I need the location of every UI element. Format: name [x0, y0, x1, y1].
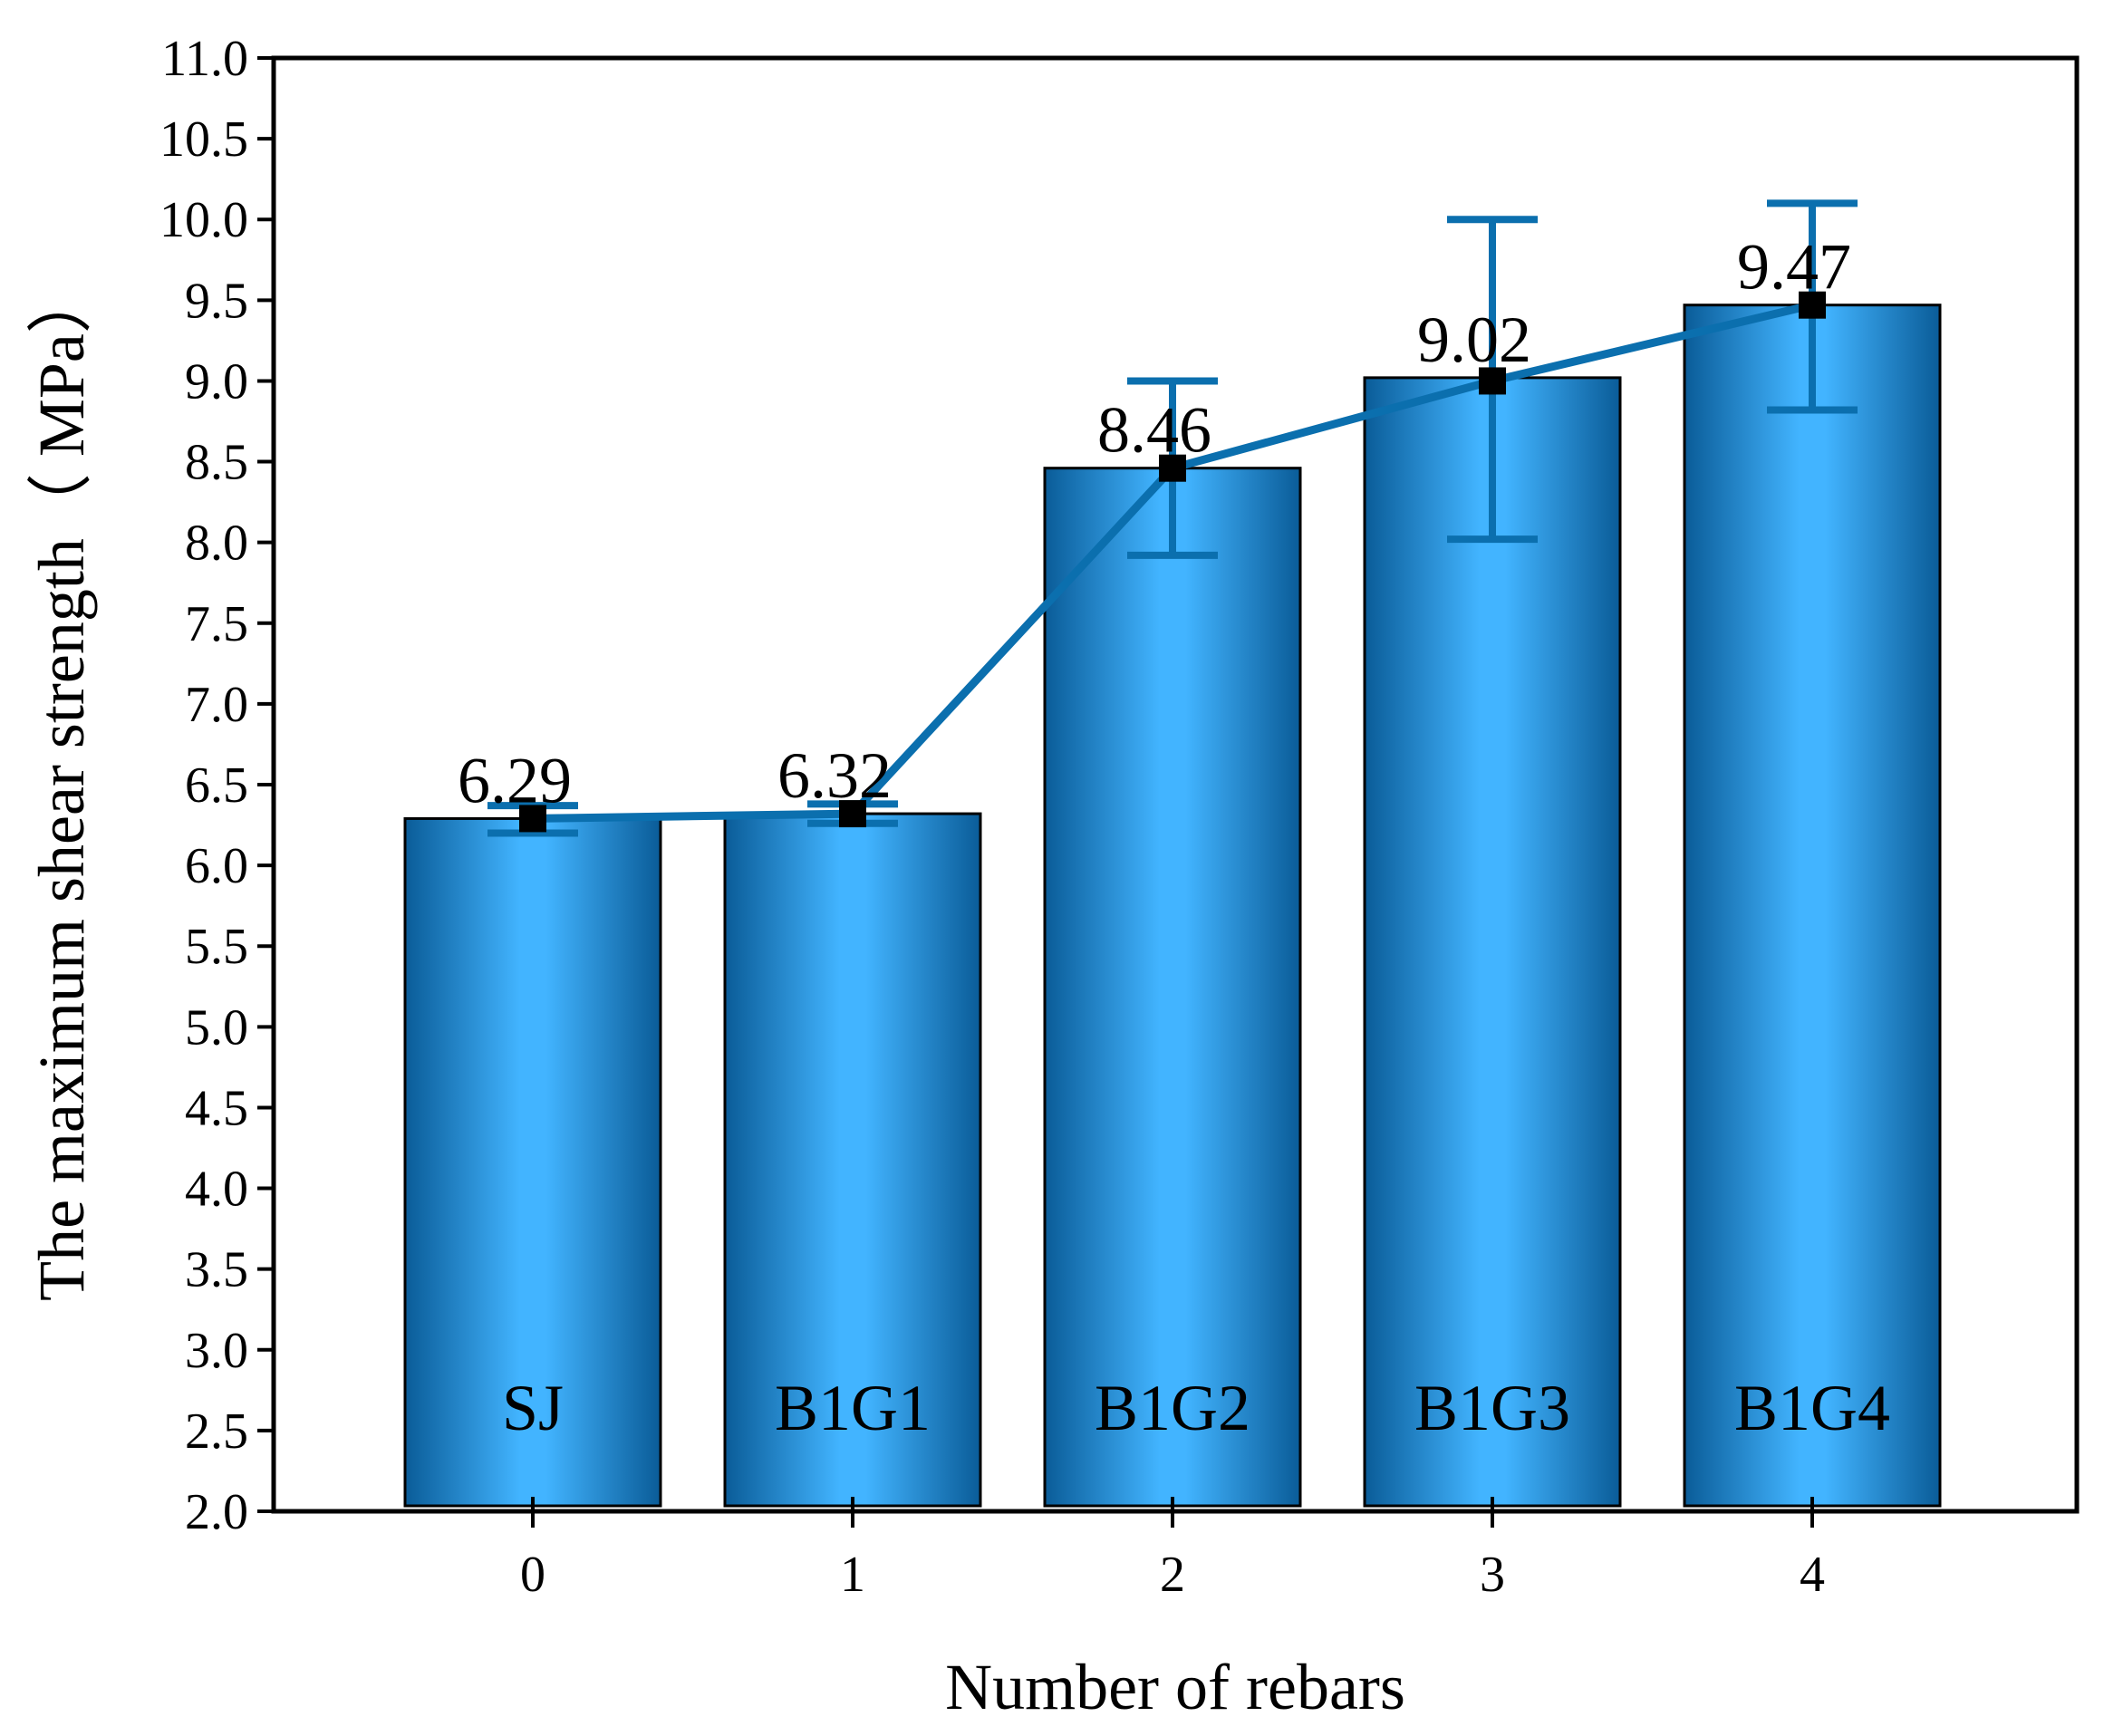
y-tick-label: 6.0	[185, 838, 248, 894]
bar	[1683, 304, 1942, 1508]
y-tick-label: 7.5	[185, 596, 248, 652]
x-tick-label: 1	[840, 1547, 865, 1603]
x-tick-label: 4	[1800, 1547, 1825, 1603]
x-tick-label: 0	[520, 1547, 545, 1603]
y-tick-label: 5.0	[185, 999, 248, 1056]
x-tick-label: 2	[1160, 1547, 1185, 1603]
y-tick-label: 8.0	[185, 516, 248, 572]
data-point-marker	[1479, 367, 1506, 395]
y-tick-label: 7.0	[185, 677, 248, 733]
bar-name-label: B1G1	[775, 1372, 931, 1444]
bar-name-label: B1G2	[1095, 1372, 1250, 1444]
data-point-marker	[839, 800, 866, 828]
bar	[723, 812, 982, 1508]
data-value-label: 9.02	[1417, 304, 1531, 376]
data-labels: SJ 6.29 B1G1 6.32 B1G2 8.46 B1G3 9.02 B1G4 9.47	[458, 231, 1890, 1444]
y-tick-label: 8.5	[185, 435, 248, 491]
bar-name-label: SJ	[502, 1372, 564, 1444]
x-tick-label: 3	[1480, 1547, 1505, 1603]
y-tick-label: 6.5	[185, 757, 248, 814]
y-tick-label: 11.0	[161, 31, 248, 87]
data-point-marker	[1799, 291, 1826, 319]
data-point-marker	[1159, 454, 1186, 482]
y-tick-label: 3.0	[185, 1323, 248, 1379]
y-tick-label: 3.5	[185, 1242, 248, 1298]
data-value-label: 6.29	[458, 744, 572, 816]
data-value-label: 9.47	[1737, 231, 1851, 304]
markers	[519, 291, 1826, 833]
y-tick-label: 2.0	[185, 1484, 248, 1540]
bar	[403, 816, 662, 1508]
data-value-label: 8.46	[1097, 394, 1211, 467]
x-axis-label: Number of rebars	[945, 1651, 1405, 1723]
y-tick-label: 4.5	[185, 1080, 248, 1136]
y-tick-label: 5.5	[185, 919, 248, 975]
y-tick-label: 9.0	[185, 353, 248, 410]
bar-name-label: B1G3	[1414, 1372, 1570, 1444]
bar	[1043, 467, 1302, 1508]
bar	[1363, 376, 1622, 1508]
y-tick-label: 9.5	[185, 273, 248, 329]
y-axis-label: The maximum shear strength（ MPa）	[25, 268, 98, 1301]
y-tick-label: 10.0	[159, 192, 248, 248]
y-tick-label: 10.5	[159, 111, 248, 168]
y-axis: 2.0 2.5 3.0 3.5 4.0 4.5 5.0 5.5 6.0 6.5 7.0 7.5 8.0 8…	[159, 31, 274, 1540]
y-tick-label: 4.0	[185, 1162, 248, 1218]
data-point-marker	[519, 805, 546, 833]
x-axis: 0 1 2 3 4	[520, 1497, 1825, 1603]
y-tick-label: 2.5	[185, 1403, 248, 1460]
bar-name-label: B1G4	[1734, 1372, 1890, 1444]
data-value-label: 6.32	[777, 739, 892, 812]
